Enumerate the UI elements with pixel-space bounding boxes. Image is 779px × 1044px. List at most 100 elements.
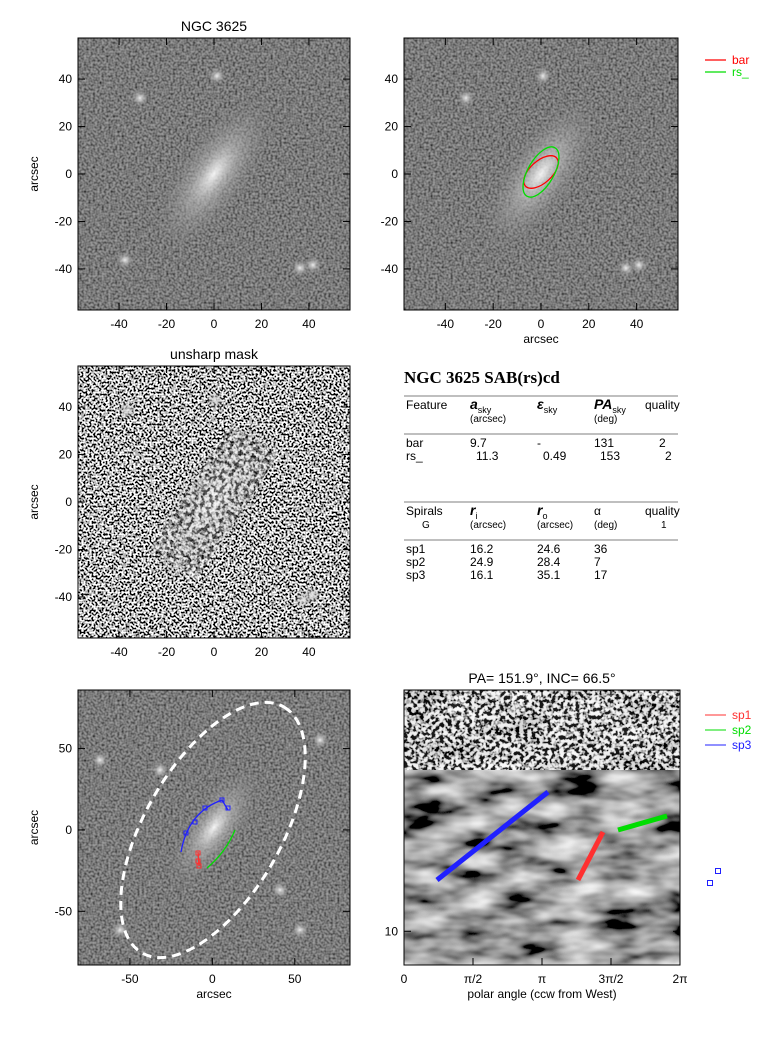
x-tick-label: 50 [288,972,302,986]
table-cell: 24.6 [537,542,561,556]
x-tick-label: -20 [158,317,176,331]
y-tick-label: 40 [385,72,399,86]
x-tick-label: -40 [110,645,128,659]
table-cell: sp3 [406,568,426,582]
y-tick-label: -40 [381,262,399,276]
y-tick-label: -20 [381,214,399,228]
point-marker [195,858,201,864]
point-marker [183,830,189,836]
legend-label: sp1 [732,708,752,722]
y-tick-label: -20 [55,214,73,228]
header-cell: ri [470,502,477,521]
x-tick-label: 0 [401,972,408,986]
header-cell: α [594,504,601,518]
x-tick-label: π [538,972,546,986]
x-tick-label: 2π [673,972,688,986]
x-tick-label: 0 [209,972,216,986]
y-tick-label: 40 [59,400,73,414]
star [116,251,134,269]
x-tick-label: 3π/2 [599,972,624,986]
point-marker [196,863,202,869]
rs-ellipse [522,146,560,198]
table-cell: 16.2 [470,542,494,556]
x-axis-label: polar angle (ccw from West) [467,987,616,1001]
y-axis-label: arcsec [27,156,41,191]
header-subscript: i [475,511,477,521]
y-tick-label: 0 [65,495,72,509]
header-symbol: Feature [406,398,448,412]
header-subscript: sky [478,405,492,415]
legend-label: bar [732,53,749,67]
galaxy [151,93,277,255]
table-cell: rs_ [406,449,423,463]
deprojection-ellipse [119,700,307,960]
star [457,89,475,107]
point-marker [195,850,201,856]
panel: -40 -20 0 20 40 -40 -20 0 20 40 NGC 3625 arcsec [27,18,351,331]
y-tick-label: 40 [59,72,73,86]
table-cell: 24.9 [470,555,494,569]
image [404,38,678,310]
panel: 0 π/2 π 3π/2 2π 10 PA= 151.9°, INC= 66.5° polar… [385,670,688,1001]
x-axis-label: arcsec [196,987,231,1001]
point-marker [225,805,231,811]
spiral-fit [435,790,550,882]
star [91,751,109,769]
y-tick-label: 20 [59,448,73,462]
header-unit: 1 [661,520,667,531]
header-symbol: PA [594,396,612,412]
y-tick-label: -50 [55,904,73,918]
table-cell: 153 [600,449,620,463]
table-cell: sp1 [406,542,426,556]
galaxy [163,762,265,893]
header-subscript: o [542,511,547,521]
star [294,591,312,609]
y-axis-label: arcsec [27,484,41,519]
x-tick-label: -20 [485,317,503,331]
y-tick-label: 0 [391,167,398,181]
table-cell: 2 [659,436,666,450]
header-unit: (deg) [594,414,617,425]
x-tick-label: 20 [255,317,269,331]
header-symbol: ε [537,396,544,412]
panel: -40 -20 0 20 40 -40 -20 0 20 40 arcsec [381,37,679,346]
header-symbol: quality [645,398,680,412]
frame [77,689,351,966]
y-tick-label: 50 [59,742,73,756]
y-tick-label: -20 [55,542,73,556]
header-unit: (arcsec) [537,520,573,531]
x-tick-label: 0 [211,317,218,331]
x-tick-label: -20 [158,645,176,659]
x-tick-label: -40 [110,317,128,331]
y-axis-label: arcsec [27,810,41,845]
spiral-arc [206,829,236,869]
star [271,881,289,899]
galaxy [478,93,604,255]
star [291,259,309,277]
star [311,731,329,749]
noise-top [404,690,680,770]
star [291,921,309,939]
image [404,690,680,965]
header-cell: ro [537,502,547,521]
x-tick-label: 0 [211,645,218,659]
table-cell: - [537,436,541,450]
table-cell: 0.49 [543,449,567,463]
header-cell: asky [470,396,492,415]
table-cell: 2 [665,449,672,463]
star [617,259,635,277]
table-cell: 36 [594,542,608,556]
table-cell: 131 [594,436,614,450]
panel: -50 0 50 -50 0 50 arcsec arcsec [27,689,351,1001]
panel-title: unsharp mask [170,346,259,362]
header-unit: G [422,520,430,531]
x-tick-label: -40 [437,317,455,331]
table-cell: 17 [594,568,608,582]
table-cell: sp2 [406,555,426,569]
header-cell: quality [645,398,680,412]
legend-label: rs_ [732,65,749,79]
y-tick-label: -40 [55,590,73,604]
y-tick-label: 20 [385,120,399,134]
table-cell: 28.4 [537,555,561,569]
header-symbol: Spirals [406,504,443,518]
